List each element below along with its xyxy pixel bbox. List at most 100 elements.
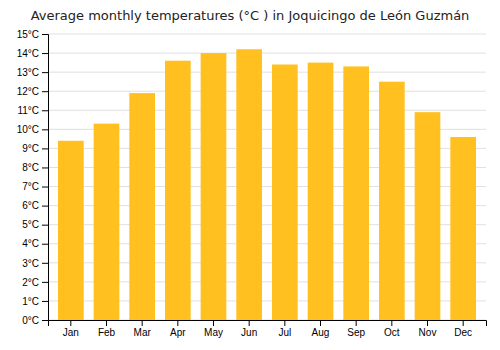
tick: 6°C bbox=[22, 200, 48, 211]
tick-label: Nov bbox=[419, 327, 437, 338]
tick-mark bbox=[249, 320, 250, 326]
tick: Mar bbox=[134, 320, 152, 338]
tick-mark bbox=[213, 320, 214, 326]
tick-label: 7°C bbox=[22, 181, 39, 192]
tick-mark bbox=[106, 320, 107, 326]
tick-label: 5°C bbox=[22, 219, 39, 230]
tick-label: Dec bbox=[454, 327, 472, 338]
tick: Sep bbox=[347, 320, 365, 338]
tick: 2°C bbox=[22, 277, 48, 288]
tick-label: 11°C bbox=[17, 105, 39, 116]
tick-label: 6°C bbox=[22, 200, 39, 211]
tick-label: 15°C bbox=[17, 29, 39, 40]
axis-line bbox=[42, 35, 49, 321]
tick-mark bbox=[42, 244, 48, 245]
bar bbox=[58, 141, 84, 320]
tick-label: 13°C bbox=[17, 67, 39, 78]
tick-label: 12°C bbox=[17, 86, 39, 97]
tick-mark bbox=[42, 72, 48, 73]
tick: Nov bbox=[419, 320, 437, 338]
tick-mark bbox=[42, 129, 48, 130]
tick-mark bbox=[142, 320, 143, 326]
tick-mark bbox=[42, 282, 48, 283]
plot: JanFebMarAprMayJunJulAugSepOctNovDec0°C1… bbox=[17, 29, 487, 338]
grid-line bbox=[48, 34, 486, 35]
bar bbox=[236, 49, 262, 320]
tick: May bbox=[204, 320, 223, 338]
tick-label: 8°C bbox=[22, 162, 39, 173]
tick: Oct bbox=[384, 320, 400, 338]
tick-mark bbox=[177, 320, 178, 326]
tick-label: Mar bbox=[134, 327, 152, 338]
tick-mark bbox=[42, 34, 48, 35]
bar bbox=[94, 124, 120, 320]
tick-mark bbox=[427, 320, 428, 326]
tick: 3°C bbox=[22, 258, 48, 269]
tick: Feb bbox=[98, 320, 116, 338]
bar bbox=[201, 53, 227, 320]
tick-label: May bbox=[204, 327, 223, 338]
bars bbox=[58, 49, 476, 320]
tick-mark bbox=[356, 320, 357, 326]
x-axis: JanFebMarAprMayJunJulAugSepOctNovDec bbox=[49, 320, 487, 338]
tick-label: 10°C bbox=[17, 124, 39, 135]
tick-mark bbox=[70, 320, 71, 326]
tick-label: 2°C bbox=[22, 277, 39, 288]
tick-label: 0°C bbox=[22, 315, 39, 326]
tick-mark bbox=[42, 167, 48, 168]
tick-label: 3°C bbox=[22, 258, 39, 269]
tick-mark bbox=[284, 320, 285, 326]
tick-label: Sep bbox=[347, 327, 365, 338]
bar bbox=[308, 63, 334, 320]
tick-mark bbox=[42, 263, 48, 264]
tick-label: 4°C bbox=[22, 238, 39, 249]
tick-mark bbox=[42, 91, 48, 92]
bar bbox=[165, 61, 191, 320]
tick: 1°C bbox=[22, 296, 48, 307]
tick-label: 9°C bbox=[22, 143, 39, 154]
tick: 15°C bbox=[17, 29, 48, 40]
tick-label: Aug bbox=[312, 327, 330, 338]
chart: Average monthly temperatures (°C ) in Jo… bbox=[0, 0, 500, 350]
tick-label: 14°C bbox=[17, 48, 39, 59]
tick-mark bbox=[42, 206, 48, 207]
tick: Aug bbox=[312, 320, 330, 338]
tick-mark bbox=[42, 148, 48, 149]
tick: 4°C bbox=[22, 238, 48, 249]
tick-mark bbox=[42, 225, 48, 226]
tick-mark bbox=[42, 53, 48, 54]
tick: 7°C bbox=[22, 181, 48, 192]
bar bbox=[343, 66, 369, 320]
y-axis: 0°C 1°C 2°C 3°C 4°C 5°C 6°C 7°C 8°C 9°C 10°C 11°C 12… bbox=[17, 29, 49, 326]
grid-line bbox=[48, 110, 486, 111]
tick-mark bbox=[42, 187, 48, 188]
tick-mark bbox=[391, 320, 392, 326]
bar bbox=[379, 82, 405, 320]
tick: 14°C bbox=[17, 48, 48, 59]
grid bbox=[48, 34, 486, 320]
tick: 11°C bbox=[17, 105, 48, 116]
bar bbox=[450, 137, 476, 320]
tick: Dec bbox=[454, 320, 472, 338]
bar bbox=[129, 93, 155, 320]
title: Average monthly temperatures (°C ) in Jo… bbox=[31, 8, 470, 23]
tick: Jun bbox=[241, 320, 257, 338]
tick: 8°C bbox=[22, 162, 48, 173]
axis-line bbox=[49, 321, 487, 327]
tick: 13°C bbox=[17, 67, 48, 78]
tick: Jul bbox=[278, 320, 291, 338]
tick: 9°C bbox=[22, 143, 48, 154]
tick: 5°C bbox=[22, 219, 48, 230]
grid-line bbox=[48, 72, 486, 73]
tick-label: Feb bbox=[98, 327, 116, 338]
bar bbox=[272, 65, 298, 320]
tick-mark bbox=[42, 320, 48, 321]
grid-line bbox=[48, 53, 486, 54]
tick-label: Jun bbox=[241, 327, 257, 338]
tick: 10°C bbox=[17, 124, 48, 135]
tick-label: 1°C bbox=[22, 296, 39, 307]
tick-label: Jan bbox=[63, 327, 79, 338]
tick-mark bbox=[463, 320, 464, 326]
tick-mark bbox=[42, 110, 48, 111]
grid-line bbox=[48, 91, 486, 92]
